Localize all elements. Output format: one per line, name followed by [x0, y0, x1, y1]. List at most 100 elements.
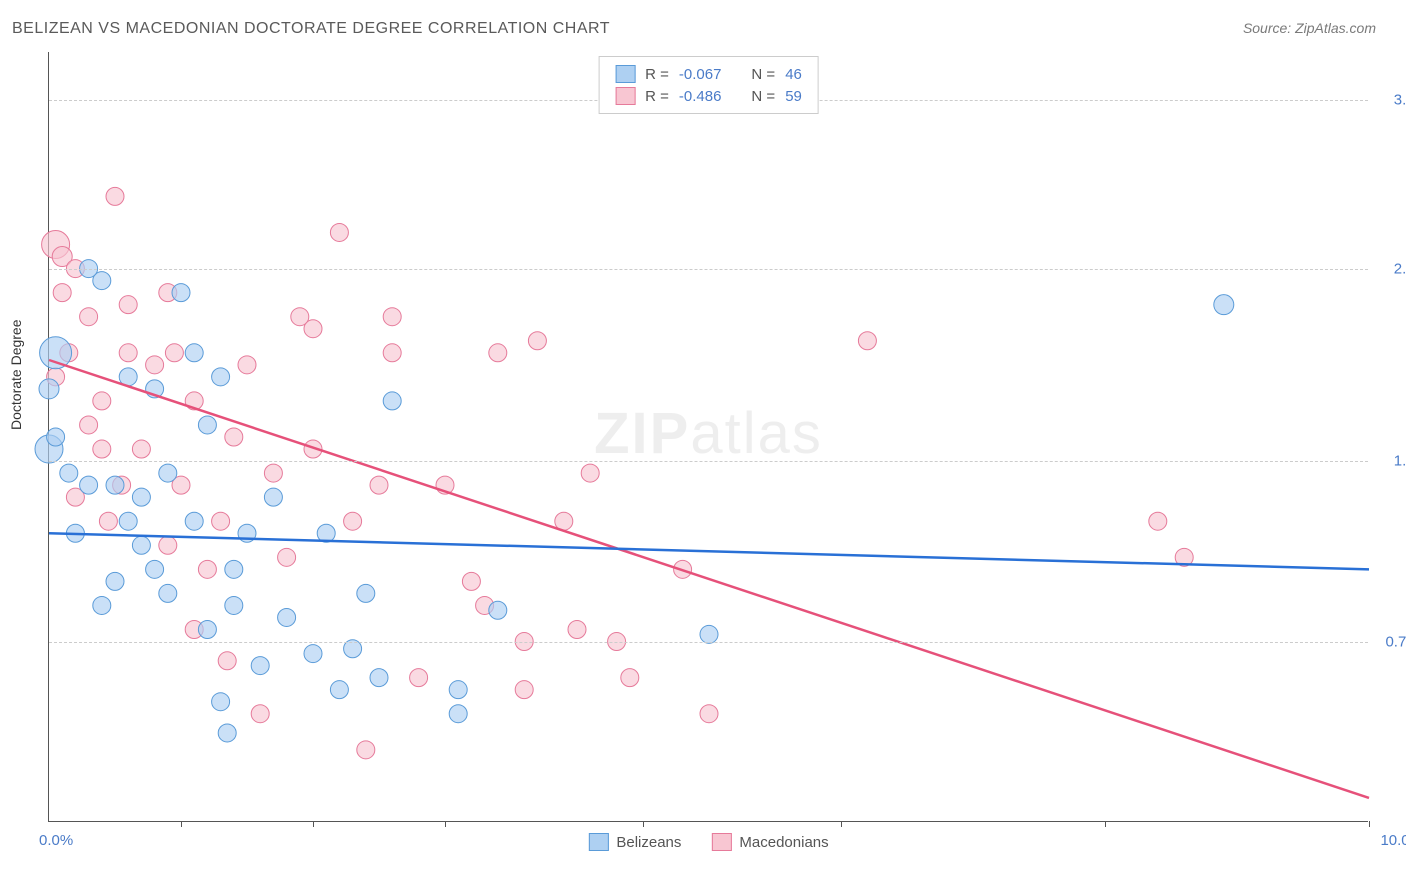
- data-point: [106, 572, 124, 590]
- data-point: [185, 512, 203, 530]
- data-point: [1149, 512, 1167, 530]
- gridline: [49, 461, 1368, 462]
- data-point: [251, 705, 269, 723]
- legend-item-macedonians: Macedonians: [711, 833, 828, 851]
- data-point: [146, 560, 164, 578]
- data-point: [581, 464, 599, 482]
- data-point: [528, 332, 546, 350]
- x-tick-mark: [445, 821, 446, 827]
- source-label: Source: ZipAtlas.com: [1243, 20, 1376, 36]
- y-tick-label: 0.75%: [1385, 633, 1406, 650]
- x-tick-mark: [1369, 821, 1370, 827]
- data-point: [858, 332, 876, 350]
- data-point: [330, 223, 348, 241]
- data-point: [225, 560, 243, 578]
- data-point: [119, 344, 137, 362]
- data-point: [159, 464, 177, 482]
- data-point: [278, 548, 296, 566]
- data-point: [53, 284, 71, 302]
- data-point: [159, 536, 177, 554]
- data-point: [568, 621, 586, 639]
- data-point: [462, 572, 480, 590]
- data-point: [93, 392, 111, 410]
- data-point: [370, 669, 388, 687]
- data-point: [132, 536, 150, 554]
- series-legend: Belizeans Macedonians: [588, 833, 828, 851]
- legend-label-macedonians: Macedonians: [739, 834, 828, 851]
- data-point: [80, 416, 98, 434]
- data-point: [119, 296, 137, 314]
- r-value-macedonians: -0.486: [679, 88, 722, 105]
- data-point: [449, 681, 467, 699]
- data-point: [212, 368, 230, 386]
- data-point: [330, 681, 348, 699]
- n-label: N =: [751, 88, 775, 105]
- data-point: [489, 601, 507, 619]
- data-point: [357, 584, 375, 602]
- data-point: [212, 512, 230, 530]
- x-tick-mark: [181, 821, 182, 827]
- data-point: [225, 596, 243, 614]
- x-tick-mark: [1105, 821, 1106, 827]
- data-point: [621, 669, 639, 687]
- data-point: [238, 356, 256, 374]
- data-point: [357, 741, 375, 759]
- regression-line: [49, 533, 1369, 569]
- data-point: [383, 308, 401, 326]
- data-point: [449, 705, 467, 723]
- legend-row-macedonians: R = -0.486 N = 59: [615, 85, 802, 107]
- data-point: [165, 344, 183, 362]
- data-point: [132, 488, 150, 506]
- data-point: [251, 657, 269, 675]
- data-point: [80, 308, 98, 326]
- data-point: [264, 488, 282, 506]
- data-point: [80, 476, 98, 494]
- data-point: [119, 512, 137, 530]
- r-value-belizeans: -0.067: [679, 66, 722, 83]
- x-tick-mark: [313, 821, 314, 827]
- data-point: [106, 187, 124, 205]
- y-tick-label: 1.5%: [1394, 453, 1406, 470]
- x-axis-min: 0.0%: [39, 832, 73, 849]
- x-tick-mark: [841, 821, 842, 827]
- y-tick-label: 2.3%: [1394, 260, 1406, 277]
- data-point: [185, 344, 203, 362]
- data-point: [39, 379, 59, 399]
- correlation-legend: R = -0.067 N = 46 R = -0.486 N = 59: [598, 56, 819, 114]
- data-point: [159, 584, 177, 602]
- data-point: [383, 392, 401, 410]
- data-point: [344, 512, 362, 530]
- chart-area: ZIPatlas R = -0.067 N = 46 R = -0.486 N …: [48, 52, 1368, 822]
- n-value-belizeans: 46: [785, 66, 802, 83]
- r-label: R =: [645, 66, 669, 83]
- swatch-blue-icon: [588, 833, 608, 851]
- chart-title: BELIZEAN VS MACEDONIAN DOCTORATE DEGREE …: [12, 20, 610, 38]
- gridline: [49, 269, 1368, 270]
- data-point: [218, 652, 236, 670]
- swatch-pink-icon: [615, 87, 635, 105]
- data-point: [291, 308, 309, 326]
- data-point: [146, 356, 164, 374]
- data-point: [99, 512, 117, 530]
- swatch-pink-icon: [711, 833, 731, 851]
- data-point: [60, 464, 78, 482]
- data-point: [410, 669, 428, 687]
- data-point: [264, 464, 282, 482]
- legend-item-belizeans: Belizeans: [588, 833, 681, 851]
- data-point: [172, 284, 190, 302]
- scatter-plot: [49, 52, 1369, 822]
- data-point: [93, 440, 111, 458]
- x-tick-mark: [643, 821, 644, 827]
- data-point: [47, 428, 65, 446]
- data-point: [278, 608, 296, 626]
- data-point: [218, 724, 236, 742]
- gridline: [49, 642, 1368, 643]
- data-point: [198, 560, 216, 578]
- data-point: [93, 596, 111, 614]
- data-point: [106, 476, 124, 494]
- data-point: [40, 337, 72, 369]
- regression-line: [49, 360, 1369, 798]
- data-point: [700, 705, 718, 723]
- legend-row-belizeans: R = -0.067 N = 46: [615, 63, 802, 85]
- data-point: [489, 344, 507, 362]
